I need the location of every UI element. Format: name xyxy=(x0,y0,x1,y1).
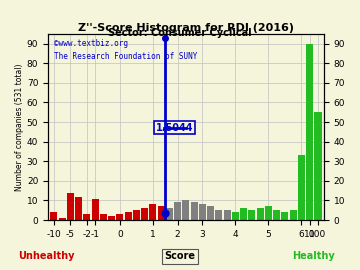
Bar xyxy=(298,156,305,220)
Bar xyxy=(75,197,82,220)
Title: Z''-Score Histogram for RDI (2016): Z''-Score Histogram for RDI (2016) xyxy=(78,23,294,33)
Bar xyxy=(166,208,173,220)
Bar xyxy=(199,204,206,220)
Bar xyxy=(174,202,181,220)
Bar xyxy=(67,193,74,220)
Bar xyxy=(91,198,99,220)
Bar xyxy=(265,206,272,220)
Bar xyxy=(149,204,156,220)
Bar xyxy=(282,212,288,220)
Y-axis label: Number of companies (531 total): Number of companies (531 total) xyxy=(15,63,24,191)
Text: Score: Score xyxy=(165,251,195,261)
Text: ©www.textbiz.org: ©www.textbiz.org xyxy=(54,39,127,48)
Text: Sector: Consumer Cyclical: Sector: Consumer Cyclical xyxy=(108,28,252,38)
Bar xyxy=(215,210,222,220)
Text: Healthy: Healthy xyxy=(292,251,334,261)
Bar xyxy=(141,208,148,220)
Bar xyxy=(191,202,198,220)
Bar xyxy=(224,210,231,220)
Bar xyxy=(290,210,297,220)
Bar xyxy=(207,206,214,220)
Bar xyxy=(158,206,165,220)
Bar xyxy=(133,210,140,220)
Bar xyxy=(315,112,321,220)
Bar xyxy=(248,210,256,220)
Bar xyxy=(100,214,107,220)
Bar xyxy=(257,208,264,220)
Bar xyxy=(50,212,57,220)
Text: Unhealthy: Unhealthy xyxy=(19,251,75,261)
Bar xyxy=(116,214,123,220)
Text: 1.5044: 1.5044 xyxy=(156,123,193,133)
Bar xyxy=(83,214,90,220)
Bar xyxy=(59,218,66,220)
Bar xyxy=(306,44,313,220)
Bar xyxy=(240,208,247,220)
Bar xyxy=(232,212,239,220)
Bar xyxy=(183,201,189,220)
Text: The Research Foundation of SUNY: The Research Foundation of SUNY xyxy=(54,52,197,62)
Bar xyxy=(108,216,115,220)
Bar xyxy=(273,210,280,220)
Bar xyxy=(125,212,132,220)
